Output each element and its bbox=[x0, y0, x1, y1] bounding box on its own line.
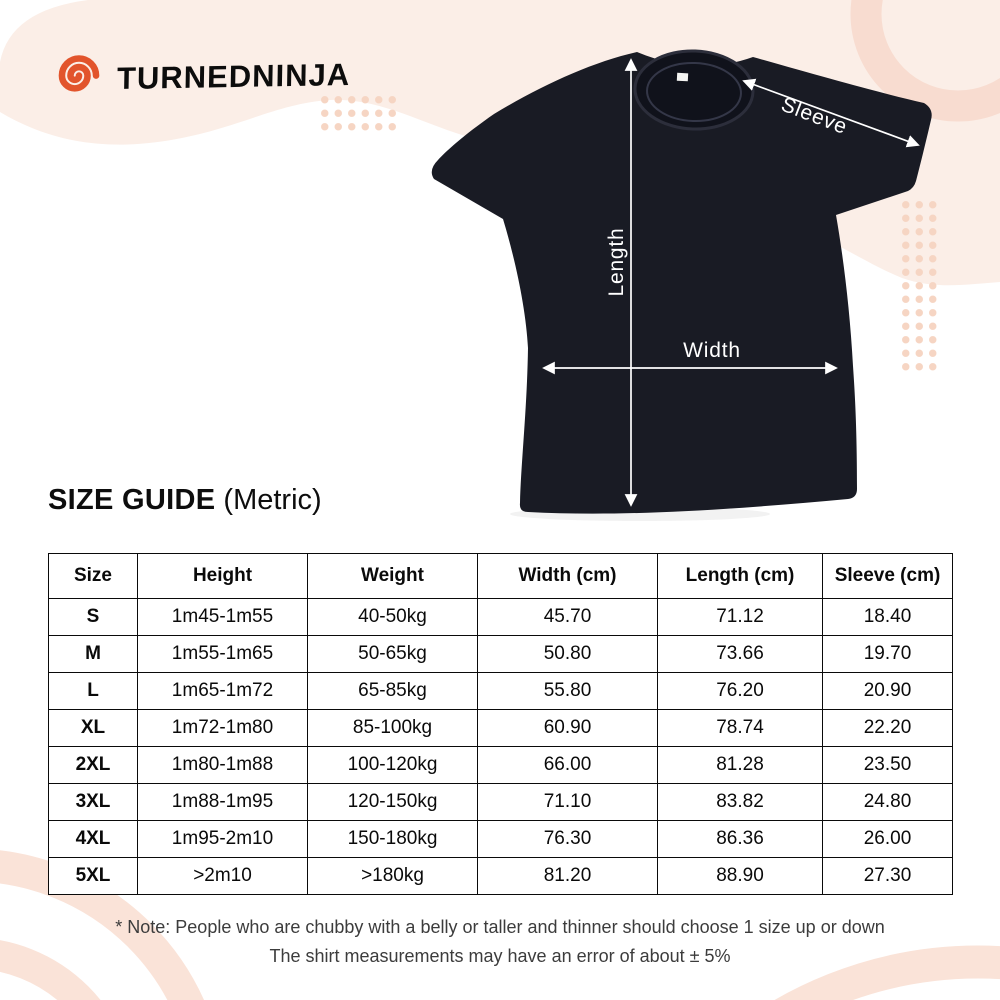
section-title: SIZE GUIDE (Metric) bbox=[48, 484, 322, 517]
value-cell: 71.10 bbox=[477, 783, 658, 821]
value-cell: 23.50 bbox=[822, 746, 953, 784]
value-cell: 100-120kg bbox=[307, 746, 478, 784]
table-header-row: Size Height Weight Width (cm) Length (cm) Sle… bbox=[48, 553, 953, 599]
table-row: 3XL 1m88-1m95 120-150kg 71.10 83.82 24.80 bbox=[48, 783, 953, 821]
value-cell: 88.90 bbox=[657, 857, 823, 895]
column-header: Length (cm) bbox=[657, 553, 823, 599]
value-cell: 76.30 bbox=[477, 820, 658, 858]
size-cell: 4XL bbox=[48, 820, 138, 858]
brand-name: TURNEDNINJA bbox=[116, 56, 351, 97]
value-cell: 66.00 bbox=[477, 746, 658, 784]
collar-band bbox=[646, 61, 742, 123]
column-header: Sleeve (cm) bbox=[822, 553, 953, 599]
value-cell: 76.20 bbox=[657, 672, 823, 710]
column-header: Size bbox=[48, 553, 138, 599]
value-cell: 22.20 bbox=[822, 709, 953, 747]
value-cell: >2m10 bbox=[137, 857, 308, 895]
column-header: Width (cm) bbox=[477, 553, 658, 599]
value-cell: 19.70 bbox=[822, 635, 953, 673]
table-row: 2XL 1m80-1m88 100-120kg 66.00 81.28 23.50 bbox=[48, 746, 953, 784]
shirt-shadow bbox=[510, 507, 770, 521]
collar-opening bbox=[633, 49, 755, 131]
value-cell: 20.90 bbox=[822, 672, 953, 710]
value-cell: 83.82 bbox=[657, 783, 823, 821]
column-header: Weight bbox=[307, 553, 478, 599]
length-label: Length bbox=[605, 227, 628, 296]
dot-columns-decoration bbox=[899, 198, 941, 374]
size-cell: 2XL bbox=[48, 746, 138, 784]
table-row: L 1m65-1m72 65-85kg 55.80 76.20 20.90 bbox=[48, 672, 953, 710]
value-cell: 65-85kg bbox=[307, 672, 478, 710]
value-cell: 1m55-1m65 bbox=[137, 635, 308, 673]
value-cell: 81.20 bbox=[477, 857, 658, 895]
value-cell: 78.74 bbox=[657, 709, 823, 747]
value-cell: 71.12 bbox=[657, 598, 823, 636]
value-cell: 150-180kg bbox=[307, 820, 478, 858]
collar-care-tag bbox=[676, 72, 689, 82]
width-label: Width bbox=[683, 339, 741, 362]
sleeve-label: Sleeve bbox=[778, 93, 851, 139]
value-cell: 1m65-1m72 bbox=[137, 672, 308, 710]
size-cell: M bbox=[48, 635, 138, 673]
peach-wave-band bbox=[0, 0, 1000, 286]
table-row: 5XL >2m10 >180kg 81.20 88.90 27.30 bbox=[48, 857, 953, 895]
value-cell: 120-150kg bbox=[307, 783, 478, 821]
size-cell: L bbox=[48, 672, 138, 710]
value-cell: 45.70 bbox=[477, 598, 658, 636]
value-cell: 55.80 bbox=[477, 672, 658, 710]
footnote-line-1: * Note: People who are chubby with a bel… bbox=[115, 917, 885, 937]
value-cell: 40-50kg bbox=[307, 598, 478, 636]
section-title-suffix: (Metric) bbox=[223, 484, 322, 516]
size-cell: S bbox=[48, 598, 138, 636]
value-cell: >180kg bbox=[307, 857, 478, 895]
size-cell: 5XL bbox=[48, 857, 138, 895]
footnote: * Note: People who are chubby with a bel… bbox=[0, 913, 1000, 971]
value-cell: 18.40 bbox=[822, 598, 953, 636]
value-cell: 81.28 bbox=[657, 746, 823, 784]
section-title-main: SIZE GUIDE bbox=[48, 484, 216, 516]
table-row: M 1m55-1m65 50-65kg 50.80 73.66 19.70 bbox=[48, 635, 953, 673]
value-cell: 1m45-1m55 bbox=[137, 598, 308, 636]
value-cell: 86.36 bbox=[657, 820, 823, 858]
value-cell: 27.30 bbox=[822, 857, 953, 895]
value-cell: 1m88-1m95 bbox=[137, 783, 308, 821]
value-cell: 1m80-1m88 bbox=[137, 746, 308, 784]
value-cell: 26.00 bbox=[822, 820, 953, 858]
brand-header: TURNEDNINJA bbox=[52, 50, 350, 104]
value-cell: 50.80 bbox=[477, 635, 658, 673]
size-guide-table: Size Height Weight Width (cm) Length (cm) Sle… bbox=[48, 553, 953, 895]
value-cell: 60.90 bbox=[477, 709, 658, 747]
table-row: XL 1m72-1m80 85-100kg 60.90 78.74 22.20 bbox=[48, 709, 953, 747]
size-cell: XL bbox=[48, 709, 138, 747]
footnote-line-2: The shirt measurements may have an error… bbox=[269, 946, 731, 966]
tshirt-silhouette bbox=[431, 52, 932, 514]
ring-decoration-top-right bbox=[850, 0, 1000, 122]
column-header: Height bbox=[137, 553, 308, 599]
value-cell: 1m72-1m80 bbox=[137, 709, 308, 747]
value-cell: 73.66 bbox=[657, 635, 823, 673]
table-row: S 1m45-1m55 40-50kg 45.70 71.12 18.40 bbox=[48, 598, 953, 636]
sleeve-arrow bbox=[742, 78, 920, 148]
value-cell: 85-100kg bbox=[307, 709, 478, 747]
spiral-logo-icon bbox=[58, 55, 100, 92]
value-cell: 1m95-2m10 bbox=[137, 820, 308, 858]
table-row: 4XL 1m95-2m10 150-180kg 76.30 86.36 26.00 bbox=[48, 820, 953, 858]
value-cell: 24.80 bbox=[822, 783, 953, 821]
value-cell: 50-65kg bbox=[307, 635, 478, 673]
size-cell: 3XL bbox=[48, 783, 138, 821]
